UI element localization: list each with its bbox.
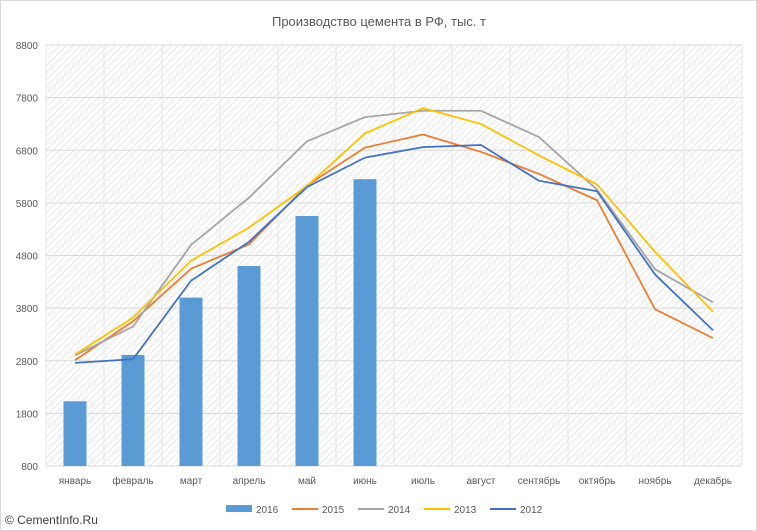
line-series-2012 [74, 144, 714, 364]
y-tick-label: 7800 [16, 94, 39, 105]
chart-title: Производство цемента в РФ, тыс. т [272, 14, 486, 29]
gridlines [45, 44, 743, 467]
y-tick-label: 1800 [16, 409, 39, 420]
bar-2016-май [295, 216, 319, 466]
x-tick-label: октябрь [579, 475, 616, 487]
line-series [74, 107, 714, 364]
y-tick-label: 6800 [16, 146, 39, 157]
x-axis: январь февраль март апрель май июнь июль август… [59, 475, 732, 487]
legend-label-2015: 2015 [322, 505, 345, 516]
x-tick-label: июль [411, 476, 435, 487]
x-tick-label: сентябрь [518, 475, 561, 487]
x-tick-label: апрель [233, 476, 266, 487]
line-series-2013 [74, 107, 714, 356]
legend-label-2013: 2013 [454, 505, 477, 516]
bar-2016-март [179, 297, 203, 466]
bar-2016-январь [63, 401, 87, 466]
y-axis: 800 1800 2800 3800 4800 5800 6800 7800 8800 [16, 41, 39, 473]
y-tick-label: 4800 [16, 252, 39, 263]
bar-2016-февраль [121, 354, 145, 466]
bars-series [63, 179, 377, 466]
x-tick-label: август [467, 476, 496, 487]
legend-label-2012: 2012 [520, 505, 543, 516]
y-tick-label: 800 [21, 462, 38, 473]
x-tick-label: январь [59, 476, 91, 487]
legend: 2016 2015 2014 2013 2012 [226, 505, 543, 516]
x-tick-label: май [298, 476, 316, 487]
x-tick-label: июнь [353, 476, 377, 487]
legend-label-2016: 2016 [256, 505, 279, 516]
legend-swatch-2016 [226, 505, 252, 512]
bar-2016-апрель [237, 266, 261, 466]
x-tick-label: февраль [112, 475, 153, 487]
y-tick-label: 2800 [16, 357, 39, 368]
x-tick-label: март [180, 476, 203, 487]
line-series-2014 [74, 109, 714, 357]
x-tick-label: декабрь [694, 475, 732, 487]
watermark: © CementInfo.Ru [5, 513, 98, 527]
y-tick-label: 8800 [16, 41, 39, 52]
watermark-text: © CementInfo.Ru [5, 513, 98, 527]
x-tick-label: ноябрь [639, 475, 672, 487]
y-tick-label: 5800 [16, 199, 39, 210]
bar-2016-июнь [353, 179, 377, 466]
line-series-2015 [74, 133, 714, 361]
legend-label-2014: 2014 [388, 505, 411, 516]
y-tick-label: 3800 [16, 304, 39, 315]
